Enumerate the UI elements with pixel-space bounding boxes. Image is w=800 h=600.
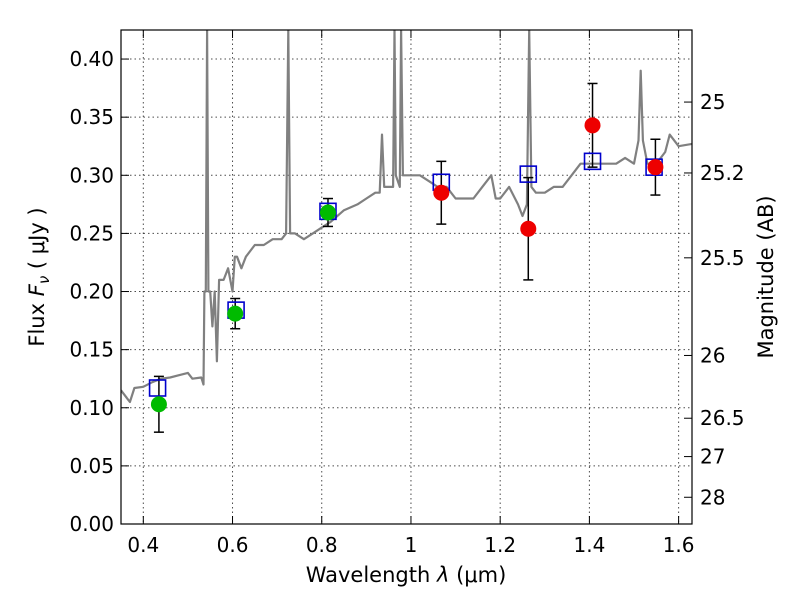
y-tick-label: 0.30 <box>69 163 114 187</box>
x-axis-title: Wavelength λ (μm) <box>306 563 507 587</box>
y2-tick-label: 27 <box>700 445 725 469</box>
nir-point <box>647 159 664 176</box>
model-point-square <box>148 379 167 397</box>
spectrum-layer <box>121 30 692 404</box>
x-tick-label: 1.6 <box>663 533 695 557</box>
y2-tick-label: 28 <box>700 485 725 509</box>
y2-tick-label: 25.5 <box>700 246 745 270</box>
y2-tick-label: 26.5 <box>700 406 745 430</box>
nir-point <box>520 220 537 237</box>
markers-layer <box>148 82 664 433</box>
y2-tick-label: 26 <box>700 343 725 367</box>
y-tick-label: 0.40 <box>69 47 114 71</box>
nir-point <box>433 184 450 201</box>
ticks-layer: 0.4 0.6 0.8 1 1.2 1.4 1.6 0.00 0.05 0.10 0.15 0.20 0… <box>69 30 745 557</box>
model-point-square <box>583 152 602 171</box>
optical-point <box>227 305 244 322</box>
y-axis-title: Flux Fν ( μJy ) <box>25 207 53 346</box>
x-tick-label: 1 <box>405 533 418 557</box>
optical-point <box>150 396 167 413</box>
x-tick-label: 0.4 <box>127 533 159 557</box>
y2-tick-label: 25 <box>700 90 725 114</box>
y-tick-label: 0.35 <box>69 105 114 129</box>
nir-point <box>584 117 601 134</box>
y-tick-label: 0.20 <box>69 280 114 304</box>
model-point-square <box>519 165 538 183</box>
spectrum-line <box>121 30 692 404</box>
optical-point <box>319 204 336 221</box>
y-tick-label: 0.05 <box>69 454 114 478</box>
y2-axis-title: Magnitude (AB) <box>754 195 778 358</box>
x-tick-label: 1.4 <box>573 533 605 557</box>
y-tick-label: 0.25 <box>69 221 114 245</box>
y-tick-label: 0.15 <box>69 338 114 362</box>
y-tick-label: 0.00 <box>69 512 114 536</box>
x-tick-label: 0.6 <box>217 533 249 557</box>
plot-frame <box>120 29 693 525</box>
x-tick-label: 1.2 <box>484 533 516 557</box>
y2-tick-label: 25.2 <box>700 161 745 185</box>
x-tick-label: 0.8 <box>306 533 338 557</box>
y-tick-label: 0.10 <box>69 396 114 420</box>
